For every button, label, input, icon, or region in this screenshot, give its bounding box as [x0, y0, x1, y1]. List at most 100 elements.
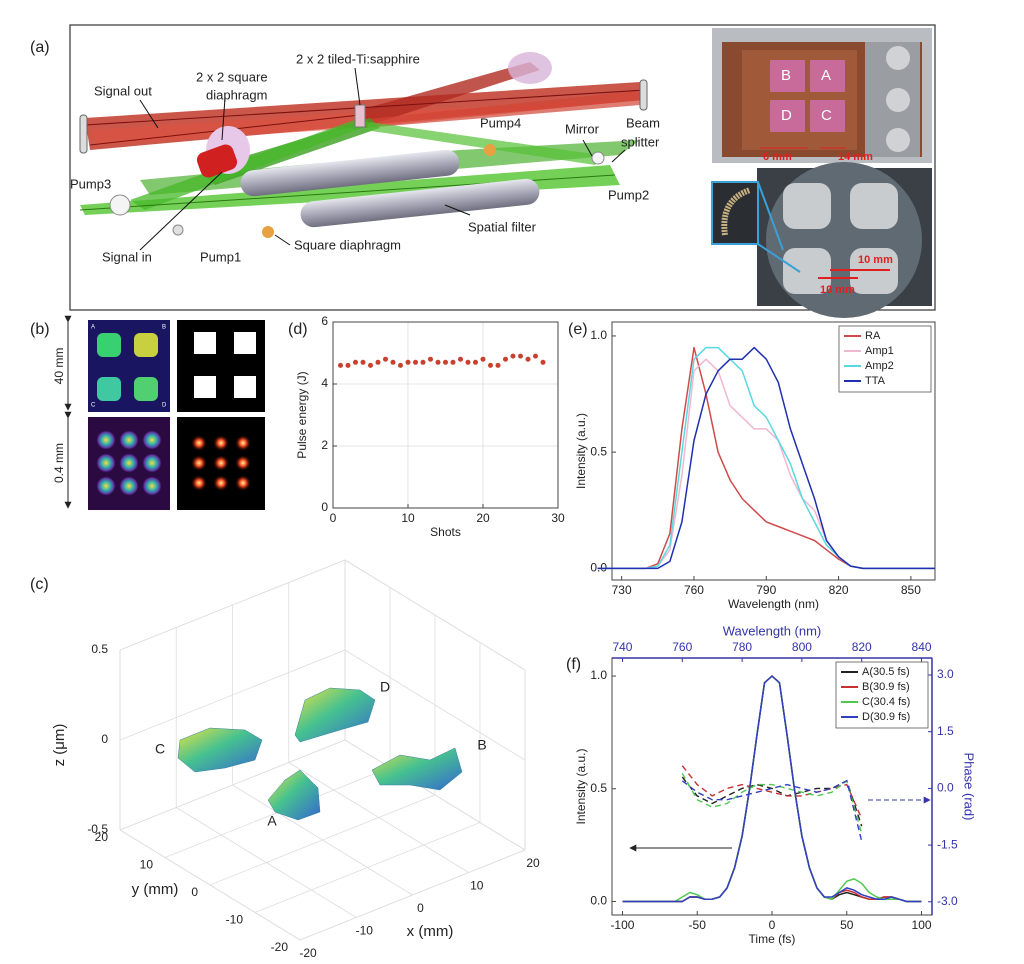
y-tick-label: 1.0 — [590, 328, 607, 342]
corner-label: C — [91, 403, 96, 409]
x-tick-label: -10 — [356, 924, 374, 938]
z-tick-label: 0 — [101, 732, 108, 746]
x2-tick-label: 800 — [792, 640, 812, 654]
axis-line — [299, 849, 526, 941]
data-point — [360, 359, 366, 365]
y-tick-label: 4 — [321, 376, 328, 390]
data-point — [503, 356, 508, 362]
data-point — [495, 362, 501, 368]
data-point — [405, 359, 411, 365]
diagram-label: Pump4 — [480, 115, 521, 130]
x2-tick-label: 780 — [732, 640, 752, 654]
data-point — [398, 362, 403, 368]
data-point — [488, 362, 493, 368]
diagram-label: 2 x 2 tiled-Ti:sapphire — [296, 51, 420, 66]
spot — [213, 475, 229, 491]
y2-tick-label: -3.0 — [937, 894, 958, 908]
x-tick-label: 20 — [526, 856, 540, 870]
data-point — [420, 359, 426, 365]
phase-line — [681, 765, 863, 819]
y-tick-label: 1.0 — [590, 668, 607, 682]
spot — [119, 430, 139, 450]
x-tick-label: 10 — [401, 511, 415, 525]
surface — [371, 747, 463, 791]
x-tick-label: 10 — [470, 879, 484, 893]
y-tick-label: 0 — [321, 500, 328, 514]
photo-label: 14 mm — [838, 151, 873, 163]
data-point — [390, 359, 396, 365]
spot-array — [96, 430, 251, 496]
photo-label: B — [781, 67, 791, 84]
data-point — [510, 353, 516, 359]
surface-label: C — [155, 741, 165, 757]
phase-line — [681, 772, 863, 834]
grid-line — [344, 739, 526, 851]
x-tick-label: -50 — [689, 918, 707, 932]
axis-line — [119, 829, 301, 941]
legend-label: Amp2 — [865, 360, 894, 372]
photo-label: D — [781, 107, 792, 124]
y-tick-label: 0.0 — [590, 894, 607, 908]
data-point — [443, 359, 448, 365]
x-tick-label: 730 — [612, 583, 632, 597]
data-point — [353, 359, 358, 365]
setup-drawing — [79, 52, 648, 251]
data-point — [540, 359, 546, 365]
mask-photo — [711, 162, 932, 318]
surface-label: A — [267, 813, 277, 829]
y2-tick-label: 1.5 — [937, 724, 954, 738]
y2-axis-title: Phase (rad) — [962, 753, 977, 821]
data-point — [413, 359, 418, 365]
plot-frame — [611, 321, 936, 581]
spot — [235, 475, 251, 491]
y2-tick-label: -1.5 — [937, 837, 958, 851]
corner-label: A — [91, 325, 95, 331]
data-point — [525, 356, 531, 362]
phase-line — [681, 776, 863, 827]
x-tick-label: 790 — [756, 583, 776, 597]
panel-label: (a) — [30, 39, 50, 56]
photo-label: 10 mm — [858, 254, 893, 266]
x-tick-label: 30 — [551, 511, 565, 525]
crystal-photo — [712, 28, 932, 163]
diagram-label: Pump3 — [70, 176, 111, 191]
x-axis-title: Time (fs) — [749, 932, 796, 946]
x-tick-label: 0 — [330, 511, 337, 525]
x2-tick-label: 760 — [672, 640, 692, 654]
y-tick-label: 0.5 — [590, 444, 607, 458]
spot — [119, 453, 139, 473]
spot — [191, 455, 207, 471]
y-axis-title: y (mm) — [132, 881, 179, 898]
data-point — [383, 356, 388, 362]
surface-label: D — [380, 679, 390, 695]
legend-label: C(30.4 fs) — [862, 696, 910, 708]
spot — [96, 453, 116, 473]
grid-line — [254, 822, 481, 913]
panel-label: (d) — [288, 321, 308, 338]
panel-label: (e) — [568, 321, 588, 338]
data-point — [458, 356, 463, 362]
data-point — [428, 356, 433, 362]
spot — [142, 453, 162, 473]
y-tick-label: 0.5 — [590, 781, 607, 795]
phase-line — [681, 779, 863, 842]
grid-line — [209, 794, 436, 886]
x-tick-label: -20 — [299, 946, 317, 959]
panel-label: (b) — [30, 321, 50, 338]
diagram-label: Square diaphragm — [294, 237, 401, 252]
data-point — [345, 362, 351, 368]
x2-tick-label: 840 — [912, 640, 932, 654]
data-point — [473, 359, 478, 365]
x-tick-label: 850 — [901, 583, 921, 597]
data-point — [435, 359, 441, 365]
y-axis-title: Intensity (a.u.) — [574, 413, 588, 489]
spot — [96, 476, 116, 496]
y-tick-label: 2 — [321, 438, 328, 452]
y-axis-title: Intensity (a.u.) — [574, 748, 588, 824]
diagram-label: Signal in — [102, 249, 152, 264]
photo-label: C — [821, 107, 832, 124]
legend-label: Amp1 — [865, 345, 894, 357]
data-point — [480, 356, 486, 362]
x-tick-label: -100 — [610, 918, 634, 932]
panel-frame — [69, 24, 936, 311]
